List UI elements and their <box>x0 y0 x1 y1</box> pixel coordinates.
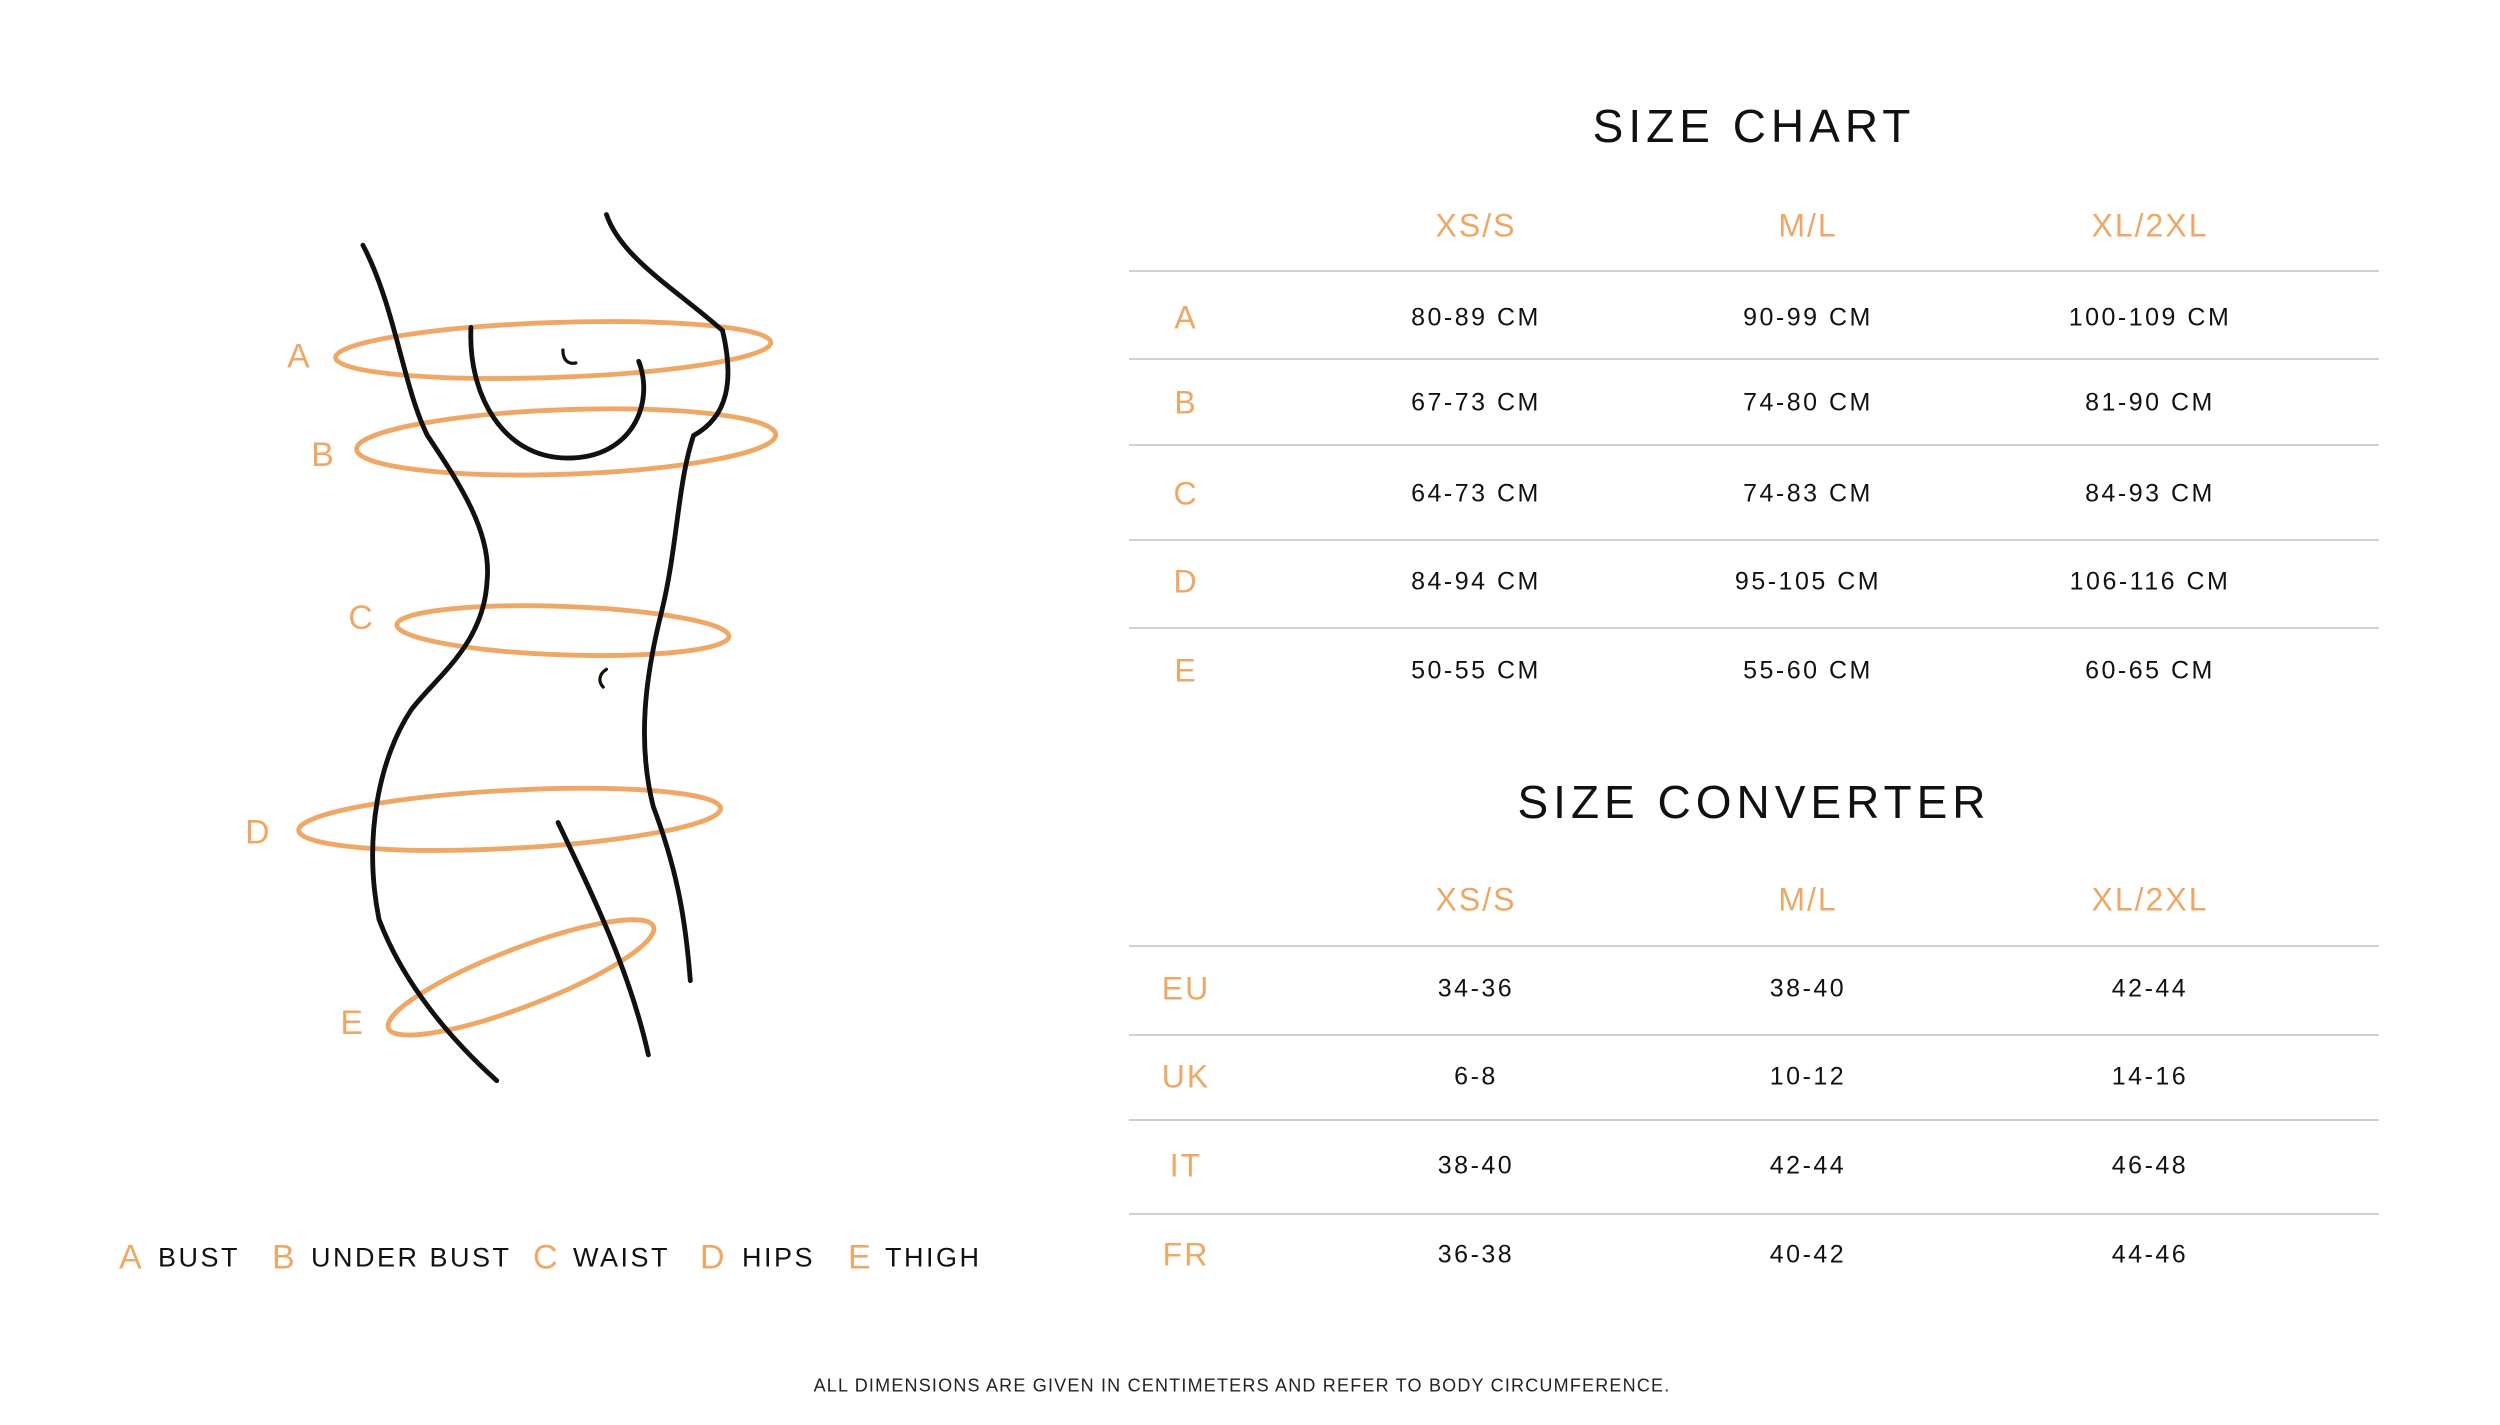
row-label: IT <box>1169 1147 1203 1184</box>
row-divider <box>1129 1034 2379 1036</box>
legend-text: HIPS <box>742 1242 816 1273</box>
legend-letter: D <box>700 1238 725 1277</box>
table-cell: 50-55 CM <box>1411 656 1541 685</box>
table-cell: 84-93 CM <box>2085 479 2215 508</box>
table-cell: 42-44 <box>1769 1151 1847 1180</box>
table-cell: 44-46 <box>2111 1240 2189 1269</box>
table-cell: 55-60 CM <box>1743 656 1873 685</box>
column-header: M/L <box>1778 881 1838 918</box>
table-cell: 60-65 CM <box>2085 656 2215 685</box>
row-label: C <box>1173 475 1199 512</box>
table-cell: 36-38 <box>1437 1240 1515 1269</box>
footer-note: ALL DIMENSIONS ARE GIVEN IN CENTIMETERS … <box>813 1375 1671 1396</box>
inner-thigh-outline <box>555 820 651 1058</box>
table-cell: 64-73 CM <box>1411 479 1541 508</box>
row-label: FR <box>1162 1236 1210 1273</box>
table-cell: 81-90 CM <box>2085 388 2215 417</box>
navel-mark <box>598 667 609 689</box>
column-header: XL/2XL <box>2091 881 2209 918</box>
body-front-outline <box>360 242 500 1084</box>
figure-label-a: A <box>287 338 310 376</box>
table-cell: 84-94 CM <box>1411 567 1541 596</box>
row-label: EU <box>1161 970 1211 1007</box>
figure-label-c: C <box>348 599 372 637</box>
table-cell: 34-36 <box>1437 974 1515 1003</box>
legend-letter: B <box>272 1238 295 1277</box>
row-label: UK <box>1161 1058 1211 1095</box>
row-divider <box>1129 444 2379 446</box>
column-header: XL/2XL <box>2091 207 2209 244</box>
table-cell: 42-44 <box>2111 974 2189 1003</box>
legend-text: WAIST <box>573 1242 670 1273</box>
table-cell: 90-99 CM <box>1743 303 1873 332</box>
figure-label-b: B <box>311 436 334 474</box>
column-header: XS/S <box>1435 207 1517 244</box>
table-cell: 46-48 <box>2111 1151 2189 1180</box>
legend-text: THIGH <box>885 1242 982 1273</box>
row-divider <box>1129 1119 2379 1121</box>
bust-ring <box>333 319 774 381</box>
legend-letter: A <box>119 1238 142 1277</box>
figure-label-d: D <box>245 814 269 852</box>
table-cell: 38-40 <box>1437 1151 1515 1180</box>
table-cell: 40-42 <box>1769 1240 1847 1269</box>
legend-text: UNDER BUST <box>311 1242 512 1273</box>
hips-ring <box>296 785 724 853</box>
row-label: D <box>1173 563 1199 600</box>
legend-letter: E <box>848 1238 871 1277</box>
table-cell: 95-105 CM <box>1734 567 1882 596</box>
body-back-outline <box>604 212 731 984</box>
table-cell: 74-83 CM <box>1743 479 1873 508</box>
table-cell: 10-12 <box>1769 1062 1847 1091</box>
under-bust-ring <box>354 406 779 478</box>
legend-letter: C <box>533 1238 558 1277</box>
table-cell: 106-116 CM <box>2069 567 2231 596</box>
table-cell: 67-73 CM <box>1411 388 1541 417</box>
row-divider <box>1129 270 2379 272</box>
row-divider <box>1129 358 2379 360</box>
table-cell: 14-16 <box>2111 1062 2189 1091</box>
table-cell: 6-8 <box>1454 1062 1498 1091</box>
body-measurement-figure: A B C D E <box>245 212 779 1084</box>
table-cell: 80-89 CM <box>1411 303 1541 332</box>
figure-label-e: E <box>340 1004 363 1042</box>
row-divider <box>1129 945 2379 947</box>
row-label: A <box>1174 299 1198 336</box>
nipple-mark <box>561 348 578 365</box>
size-chart-title: SIZE CHART <box>1592 100 1916 152</box>
thigh-ring <box>385 917 657 1038</box>
size-converter-title: SIZE CONVERTER <box>1517 776 1991 828</box>
table-cell: 74-80 CM <box>1743 388 1873 417</box>
table-cell: 38-40 <box>1769 974 1847 1003</box>
waist-ring <box>394 603 732 658</box>
table-cell: 100-109 CM <box>2068 303 2232 332</box>
legend-text: BUST <box>158 1242 241 1273</box>
bust-outline <box>468 324 647 461</box>
row-divider <box>1129 627 2379 629</box>
column-header: XS/S <box>1435 881 1517 918</box>
row-divider <box>1129 1213 2379 1215</box>
row-label: B <box>1174 384 1198 421</box>
row-label: E <box>1174 652 1198 689</box>
row-divider <box>1129 539 2379 541</box>
column-header: M/L <box>1778 207 1838 244</box>
